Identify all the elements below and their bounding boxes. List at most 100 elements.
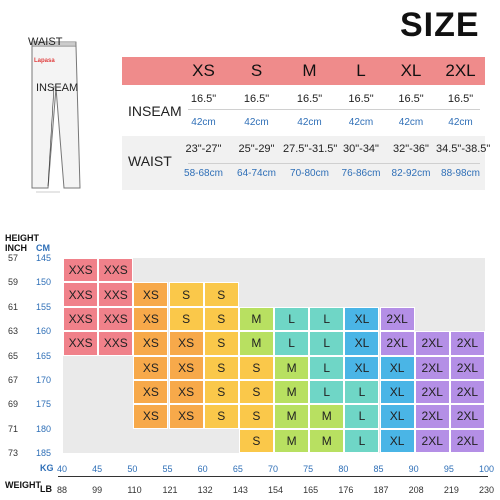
size-cell-2xl: 2XL (449, 404, 485, 429)
inch-tick: 73 (8, 448, 19, 458)
size-cell-s: S (203, 282, 239, 307)
size-cell-xs: XS (133, 282, 169, 307)
waist-in-xl: 32"-36" (393, 143, 429, 155)
inseam-in-xl: 16.5" (398, 93, 424, 105)
inseam-cm-xs: 42cm (191, 117, 216, 128)
size-cell-2xl: 2XL (379, 306, 415, 332)
inch-unit-label: INCH (5, 243, 27, 253)
inch-tick: 69 (8, 399, 19, 410)
size-cell-s: S (203, 355, 239, 380)
weight-axis-line (58, 476, 488, 477)
waist-divider (188, 163, 480, 164)
cm-tick: 185 (36, 448, 52, 458)
inch-tick: 61 (8, 301, 19, 312)
lb-tick: 154 (268, 485, 284, 495)
inseam-in-s: 16.5" (243, 93, 270, 105)
size-cell-m: M (274, 404, 310, 429)
size-cell-m: M (238, 306, 274, 332)
waist-cm-xs: 58-68cm (184, 168, 223, 179)
size-cell-xl: XL (379, 404, 415, 429)
size-cell-xxs: XXS (63, 331, 99, 356)
size-cell-l: L (344, 379, 380, 405)
size-cell-s: S (238, 379, 274, 405)
inseam-in-2xl: 16.5" (447, 93, 474, 105)
size-cell-m: M (274, 355, 310, 380)
kg-tick: 90 (408, 464, 419, 474)
size-cell-s: S (203, 306, 239, 332)
size-cell-xs: XS (133, 355, 169, 380)
inseam-divider (188, 109, 480, 110)
size-cell-2xl: 2XL (379, 331, 415, 356)
waist-row-label: WAIST (128, 153, 172, 169)
kg-tick: 80 (338, 464, 349, 474)
kg-tick: 70 (268, 464, 279, 474)
waist-in-m: 27.5"-31.5" (283, 143, 338, 155)
size-cell-m: M (309, 428, 345, 453)
size-xs: XS (192, 61, 215, 80)
size-s: S (250, 61, 263, 80)
size-fit-grid: XXS XXS XXS XXS XS S S XXS XXS XS S S M L L XL 2XL XXS XXS… (63, 258, 485, 453)
kg-tick: 40 (57, 464, 68, 474)
size-cell-l: L (309, 331, 345, 356)
kg-unit-label: KG (40, 463, 54, 473)
size-cell-m: M (274, 428, 310, 453)
size-cell-2xl: 2XL (414, 379, 450, 405)
lb-tick: 176 (338, 485, 354, 495)
waist-cm-xl: 82-92cm (391, 168, 431, 179)
size-cell-xl: XL (379, 379, 415, 405)
size-cell-xxs: XXS (98, 258, 134, 283)
size-cell-s: S (238, 428, 274, 453)
size-cell-xs: XS (133, 379, 169, 405)
inseam-cm-s: 42cm (244, 117, 269, 128)
size-cell-xs: XS (168, 355, 204, 380)
inch-tick: 65 (8, 350, 19, 361)
size-cell-xs: XS (133, 331, 169, 356)
size-cell-xl: XL (379, 428, 415, 453)
size-cell-s: S (168, 306, 204, 332)
inch-tick: 57 (8, 253, 19, 263)
lb-tick: 208 (408, 485, 424, 495)
size-cell-xxs: XXS (98, 282, 134, 307)
size-cell-l: L (274, 306, 310, 332)
waist-cm-l: 76-86cm (341, 168, 381, 179)
waist-in-l: 30"-34" (343, 143, 379, 155)
kg-tick: 45 (92, 464, 103, 474)
inseam-diagram-label: INSEAM (36, 82, 79, 94)
inseam-cm-xl: 42cm (398, 117, 424, 128)
lb-tick: 187 (373, 485, 389, 495)
size-2xl: 2XL (445, 61, 476, 80)
size-cell-xl: XL (379, 355, 415, 380)
size-cell-2xl: 2XL (449, 331, 485, 356)
waist-row: 23"-27" 25"-29" 27.5"-31.5" 30"-34" 32"-… (177, 140, 491, 184)
size-cell-xl: XL (344, 331, 380, 356)
size-cell-2xl: 2XL (449, 355, 485, 380)
size-cell-m: M (274, 379, 310, 405)
cm-tick: 145 (36, 253, 52, 263)
kg-tick: 75 (303, 464, 314, 474)
inseam-row: 16.5" 16.5" 16.5" 16.5" 16.5" 16.5" 42cm… (177, 90, 485, 130)
size-cell-xl: XL (344, 355, 380, 380)
kg-tick: 50 (127, 464, 138, 474)
leggings-diagram (31, 41, 81, 193)
size-cell-s: S (203, 379, 239, 405)
waist-in-s: 25"-29" (238, 143, 275, 155)
height-axis-title: HEIGHT (5, 233, 40, 243)
size-cell-l: L (309, 355, 345, 380)
size-cell-xxs: XXS (63, 306, 99, 332)
size-cell-xs: XS (133, 306, 169, 332)
cm-tick: 165 (36, 350, 52, 361)
size-cell-l: L (309, 306, 345, 332)
kg-tick: 60 (197, 464, 208, 474)
kg-tick: 100 (479, 464, 495, 474)
inseam-row-label: INSEAM (128, 103, 182, 119)
kg-tick: 65 (232, 464, 243, 474)
cm-tick: 180 (36, 423, 52, 434)
waist-cm-m: 70-80cm (290, 168, 329, 179)
cm-tick: 160 (36, 326, 52, 337)
size-cell-2xl: 2XL (414, 355, 450, 380)
lb-tick: 132 (197, 485, 213, 495)
size-cell-l: L (274, 331, 310, 356)
waist-in-2xl: 34.5"-38.5" (436, 143, 491, 155)
lb-tick: 143 (232, 485, 248, 495)
size-cell-l: L (344, 404, 380, 429)
